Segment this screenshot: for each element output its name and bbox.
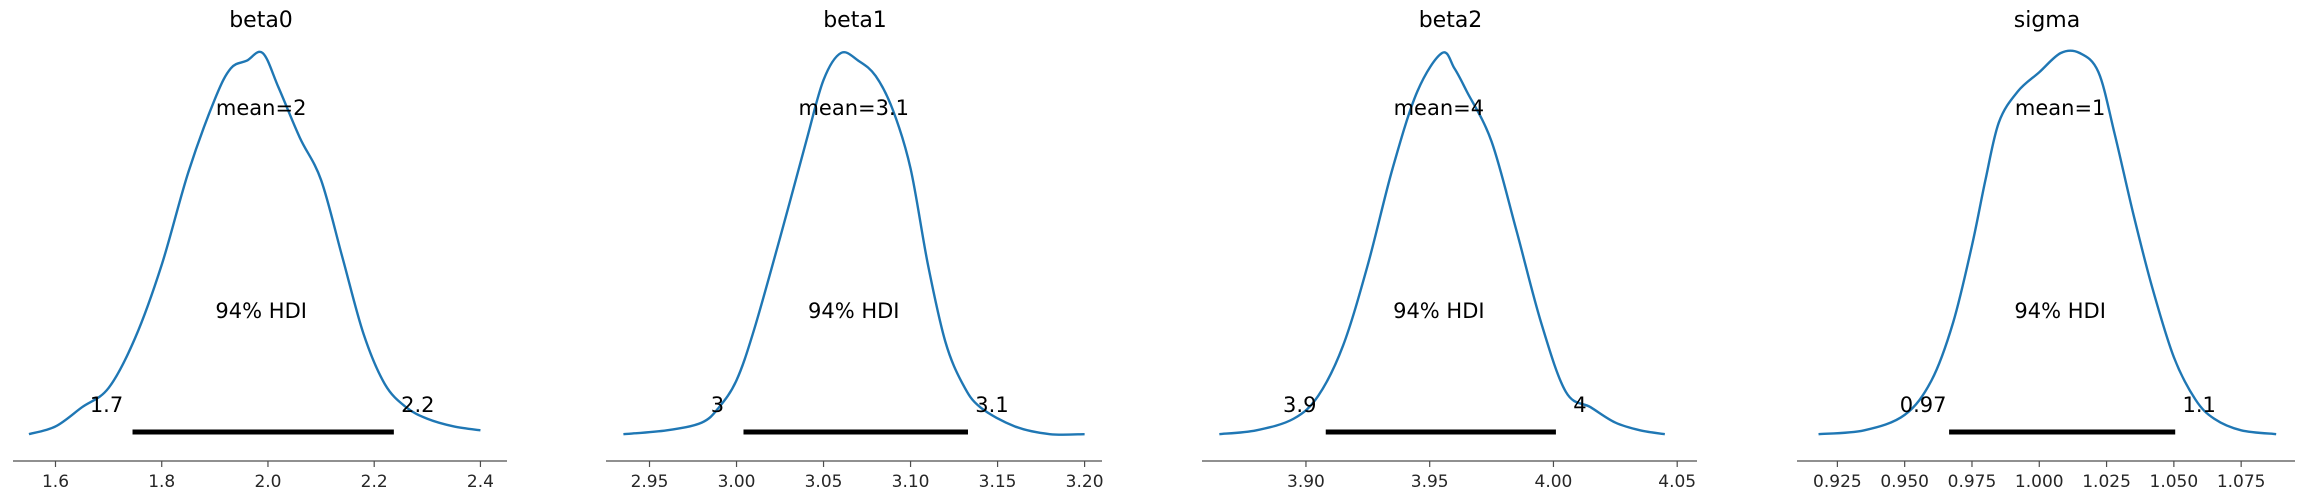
x-tick-label: 3.05 [805,472,843,492]
hdi-label: 94% HDI [808,299,900,323]
hdi-high-label: 1.1 [2183,393,2216,417]
x-tick-label: 1.8 [148,472,175,492]
kde-density-line [1818,49,2277,436]
hdi-low-label: 3 [711,393,724,417]
x-tick-label: 2.2 [361,472,388,492]
posterior-panel-beta2: 3.90 3.95 4.00 4.05 3.9 4 beta2 mean=4 94% HDI [1202,8,1697,492]
posterior-panel-beta1: 2.95 3.00 3.05 3.10 3.15 3.20 3 3.1 beta1 mean=3.… [606,8,1104,492]
x-tick-label: 3.20 [1066,472,1104,492]
x-tick-label: 1.075 [2217,472,2266,492]
x-tick-label: 3.00 [718,472,756,492]
mean-label: mean=1 [2015,96,2106,120]
panel-title: beta2 [1419,8,1483,33]
x-tick-label: 2.0 [254,472,281,492]
mean-label: mean=3.1 [798,96,909,120]
posterior-panel-beta0: 1.6 1.8 2.0 2.2 2.4 1.7 2.2 beta0 mean=2 94% HDI [13,8,507,492]
x-tick-label: 4.05 [1658,472,1696,492]
kde-density-line [1219,51,1666,436]
kde-density-line [623,51,1085,436]
hdi-label: 94% HDI [215,299,307,323]
x-tick-label: 3.15 [979,472,1017,492]
hdi-low-label: 3.9 [1283,393,1316,417]
x-tick-label: 1.6 [42,472,69,492]
panel-title: beta1 [823,8,887,33]
x-tick-label: 2.4 [467,472,494,492]
x-tick-label: 2.95 [631,472,669,492]
x-tick-label: 3.10 [892,472,930,492]
x-tick-label: 0.925 [1813,472,1862,492]
posterior-panel-sigma: 0.925 0.950 0.975 1.000 1.025 1.050 1.075 0.97 1… [1797,8,2295,492]
hdi-low-label: 0.97 [1900,393,1947,417]
panel-title: sigma [2014,8,2080,33]
panel-title: beta0 [229,8,293,33]
x-tick-label: 1.050 [2150,472,2199,492]
hdi-high-label: 3.1 [975,393,1008,417]
x-tick-label: 3.90 [1287,472,1325,492]
hdi-label: 94% HDI [1393,299,1485,323]
x-tick-label: 3.95 [1411,472,1449,492]
hdi-label: 94% HDI [2014,299,2106,323]
x-tick-label: 4.00 [1535,472,1573,492]
mean-label: mean=2 [216,96,307,120]
x-tick-label: 0.975 [1948,472,1997,492]
hdi-low-label: 1.7 [90,393,123,417]
kde-density-line [28,50,481,436]
hdi-high-label: 4 [1573,393,1586,417]
mean-label: mean=4 [1394,96,1485,120]
hdi-high-label: 2.2 [401,393,434,417]
x-tick-label: 1.025 [2082,472,2131,492]
x-tick-label: 1.000 [2015,472,2064,492]
x-tick-label: 0.950 [1880,472,1929,492]
